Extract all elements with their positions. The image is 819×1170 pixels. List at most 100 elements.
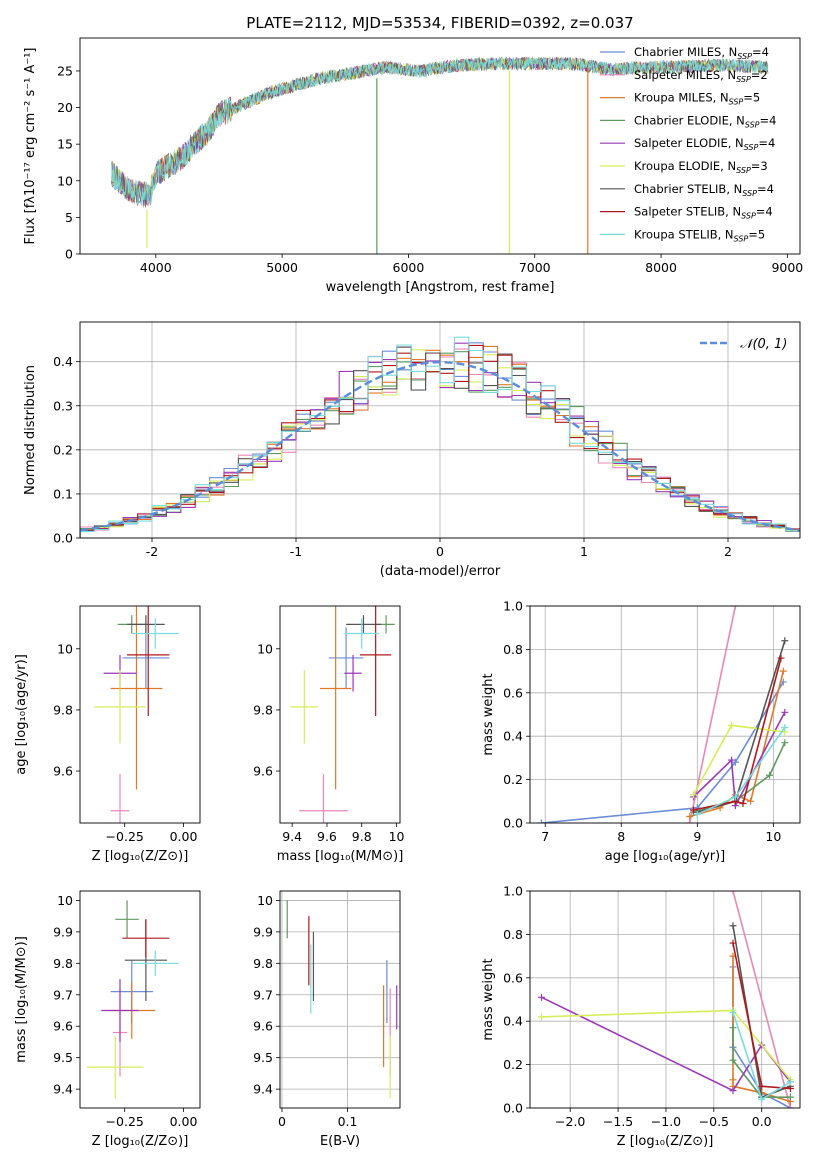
legend-label: Chabrier MILES, NSSP=4 [634,45,769,61]
plot-frame [79,890,201,1109]
legend-count: =4 [752,45,769,59]
legend-text: Kroupa STELIB, N [634,227,734,241]
x-tick-label: −1.5 [603,1114,633,1129]
weight-vs-metallicity-chart: −2.0 −1.5 −1.0 −0.5 0.0 0.0 0.2 0.4 0.6 0.8 1.0 Z [… [481,884,801,1149]
legend-label: Chabrier STELIB, NSSP=4 [634,182,774,198]
y-ticks: 0.0 0.2 0.4 0.6 0.8 1.0 [503,884,530,1116]
x-tick-label: 8000 [645,260,677,275]
y-tick-label: 0.8 [503,642,523,657]
weight-marker [729,1056,737,1064]
weight-marker [786,1078,794,1086]
weight-marker [537,819,545,823]
weight-marker [781,724,789,732]
x-tick-label: −0.5 [699,1114,729,1129]
legend-subscript: SSP [736,166,751,175]
x-tick-label: −0.25 [106,829,144,844]
weight-line [732,1027,791,1098]
y-tick-label: 0.0 [503,1101,523,1116]
weight-marker [728,721,736,729]
weight-marker [686,819,694,823]
weight-marker [786,1104,794,1108]
legend-count: =4 [760,113,777,127]
y-tick-label: 25 [57,63,73,78]
y-ticks: 9.4 9.5 9.6 9.7 9.8 9.9 10 [253,893,280,1097]
y-tick-label: 0.4 [503,1014,523,1029]
x-ticks: 7 8 9 10 [541,823,781,844]
legend-count: =5 [748,227,765,241]
weight-marker [690,791,698,799]
y-axis-label: Flux [fλ10⁻¹⁷ erg cm⁻² s⁻¹ A⁻¹] [23,48,38,245]
legend-label: Salpeter ELODIE, NSSP=4 [634,136,775,152]
weight-marker [758,1082,766,1090]
plot-frame [529,605,801,824]
x-tick-label: 10 [389,829,405,844]
age-vs-mass-chart: 9.4 9.6 9.8 10 9.6 9.8 10 mass [log₁₀(M/M⊙)] [253,605,405,864]
x-ticks: 9.4 9.6 9.8 10 [282,823,405,844]
y-tick-label: 9.6 [53,1019,73,1034]
weight-marker [781,708,789,716]
plot-frame [79,605,201,824]
y-tick-label: 0.2 [503,1057,523,1072]
y-tick-label: 10 [57,641,73,656]
y-tick-label: 0.0 [503,816,523,831]
weight-marker [729,1024,737,1032]
gaussian-curve [80,360,800,532]
y-tick-label: 0.0 [53,531,73,546]
weight-marker [729,922,737,930]
legend-subscript: SSP [745,120,760,129]
legend-count: =5 [743,91,760,105]
mass-vs-metallicity-chart: −0.25 0.00 9.4 9.5 9.6 9.7 9.8 9.9 10 Z [log₁₀(Z/… [14,890,201,1149]
weight-marker [779,667,787,675]
x-ticks: −0.25 0.00 [106,1108,197,1129]
weight-line [732,891,792,1108]
y-tick-label: 0.4 [503,729,523,744]
weight-marker [693,810,701,818]
y-tick-label: 10 [57,893,73,908]
legend-subscript: SSP [737,52,752,61]
weight-marker [537,993,545,1001]
weight-series [537,891,794,1108]
x-tick-label: −0.25 [106,1114,144,1129]
legend-text: Salpeter MILES, N [634,68,736,82]
weight-vs-age-chart: 7 8 9 10 0.0 0.2 0.4 0.6 0.8 1.0 age [log₁₀(age/yr… [481,599,801,864]
histogram-steps [80,336,800,538]
x-axis-label: (data-model)/error [380,564,501,579]
age-vs-metallicity-chart: −0.25 0.00 9.6 9.8 10 Z [log₁₀(Z/Z⊙)] age [log… [14,605,201,864]
y-axis-label: mass [log₁₀(M/M⊙)] [14,936,29,1063]
legend-subscript: SSP [741,212,756,221]
spectrum-chart: 4000 5000 6000 7000 8000 9000 0 5 10 15 20 25 wavele… [23,14,803,295]
legend-subscript: SSP [734,234,749,243]
legend-text: Salpeter STELIB, N [634,205,741,219]
legend-subscript: SSP [736,75,751,84]
y-tick-label: 0.2 [53,442,73,457]
x-tick-label: 0.00 [170,829,198,844]
legend-label: 𝒩(0, 1) [740,337,787,352]
y-tick-label: 9.6 [253,764,273,779]
y-tick-label: 9.4 [253,1082,273,1097]
x-tick-label: 7 [541,829,549,844]
y-tick-label: 9.9 [53,924,73,939]
y-axis-label: mass weight [481,958,496,1040]
weight-marker [731,758,739,766]
legend-subscript: SSP [744,143,759,152]
legend-subscript: SSP [742,189,757,198]
weight-marker [729,1087,737,1095]
legend-subscript: SSP [729,98,744,107]
y-tick-label: 10 [257,893,273,908]
x-ticks: −0.25 0.00 [106,823,198,844]
legend-text: Chabrier ELODIE, N [634,113,745,127]
y-axis-label: mass weight [481,673,496,755]
weight-marker [777,654,785,662]
x-tick-label: −1.0 [651,1114,681,1129]
weight-line [541,681,784,823]
errorbar-points [87,900,179,1099]
x-tick-label: 9.6 [317,829,337,844]
legend-text: Kroupa ELODIE, N [634,159,736,173]
x-tick-label: 0.1 [338,1114,358,1129]
weight-marker [786,1084,794,1092]
legend-count: =3 [751,159,768,173]
weight-marker [729,1009,737,1017]
x-axis-label: Z [log₁₀(Z/Z⊙)] [92,1134,189,1149]
